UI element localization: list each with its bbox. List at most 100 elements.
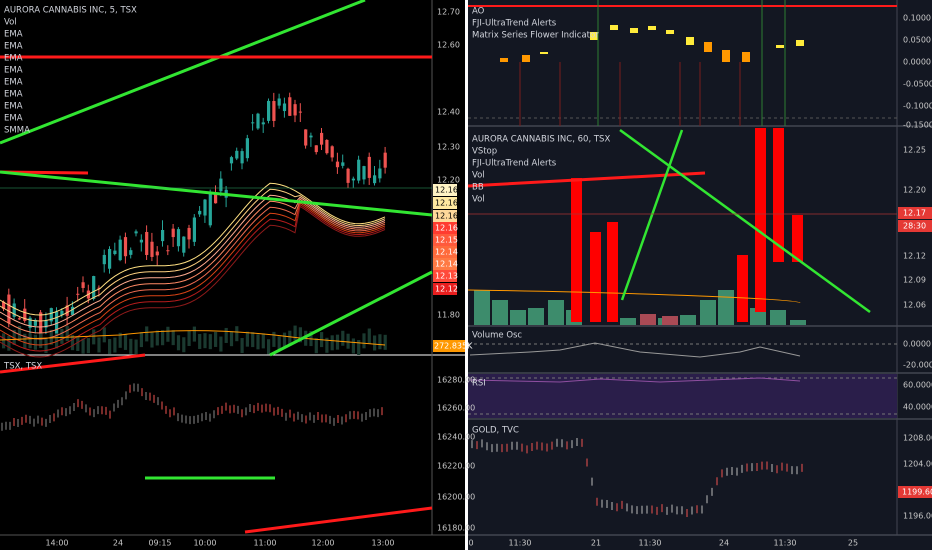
- axis-label: 12.20: [903, 186, 926, 195]
- candle: [267, 100, 271, 121]
- volume: [203, 333, 207, 349]
- axis-label: 60.0000: [903, 381, 932, 390]
- candle: [97, 287, 101, 289]
- axis-label: -20.0000: [903, 361, 932, 370]
- candle: [378, 168, 382, 179]
- ao-bar: [722, 50, 730, 62]
- legend-item: GOLD, TVC: [472, 426, 519, 436]
- candle: [571, 178, 582, 322]
- ao-bar: [776, 45, 784, 48]
- trend-line: [0, 0, 366, 145]
- volume: [7, 335, 11, 351]
- volume: [383, 334, 387, 350]
- candle: [367, 156, 371, 178]
- candle: [335, 161, 340, 168]
- volume: [367, 328, 371, 344]
- axis-label: 16180.00: [437, 524, 475, 533]
- axis-label: 16240.00: [437, 433, 475, 442]
- volume: [351, 338, 355, 354]
- volume: [92, 329, 96, 345]
- candle: [288, 97, 292, 116]
- ao-bar: [522, 55, 530, 62]
- candle: [81, 282, 85, 288]
- legend-item: EMA: [4, 66, 23, 76]
- candle: [118, 239, 122, 261]
- volume: [60, 328, 64, 344]
- volume: [65, 326, 69, 342]
- candle: [176, 229, 181, 247]
- volume: [129, 338, 133, 354]
- time-label: 25: [848, 539, 858, 548]
- axis-label: 16280.00: [437, 376, 475, 385]
- candle: [261, 122, 265, 125]
- legend-item: TSX, TSX: [3, 362, 42, 372]
- volume: [330, 335, 334, 351]
- volume: [261, 333, 265, 349]
- vol-bar: [750, 308, 766, 325]
- vol-bar: [620, 318, 636, 325]
- ao-bar: [666, 30, 674, 34]
- candle: [2, 301, 6, 309]
- axis-label: 11.80: [437, 311, 460, 320]
- axis-label: 12.20: [437, 176, 460, 185]
- volume: [256, 334, 260, 350]
- candle: [161, 229, 165, 242]
- candle: [33, 319, 37, 326]
- trend-line: [619, 128, 871, 314]
- time-label: 11:30: [638, 539, 661, 548]
- candle: [235, 150, 239, 159]
- volume: [214, 331, 218, 347]
- axis-label: 40.0000: [903, 403, 932, 412]
- candle: [108, 249, 112, 269]
- legend-item: AURORA CANNABIS INC, 5, TSX: [4, 6, 137, 16]
- candle: [256, 113, 260, 129]
- axis-label: 1196.00: [903, 512, 932, 521]
- ema-line: [0, 198, 386, 334]
- volume: [108, 339, 112, 355]
- vol-bar: [474, 290, 490, 325]
- legend-item: Matrix Series Flower Indicator: [472, 31, 599, 41]
- trend-line: [244, 506, 433, 534]
- axis-label: -0.0500: [903, 80, 932, 89]
- volume: [378, 334, 382, 350]
- legend-item: Vol: [4, 18, 17, 28]
- axis-label: 12.70: [437, 8, 460, 17]
- volume: [39, 332, 43, 348]
- price-tag: 12.16: [435, 199, 458, 208]
- ao-bar: [796, 40, 804, 46]
- price-tag: [898, 486, 932, 498]
- axis-label: -0.1000: [903, 102, 932, 111]
- ao-bar: [742, 52, 750, 62]
- volume: [182, 337, 186, 353]
- trend-line: [0, 170, 433, 217]
- candle: [755, 128, 766, 312]
- vol-bar: [770, 310, 786, 325]
- candle: [55, 311, 59, 334]
- volume: [282, 332, 287, 348]
- time-label: 11:00: [253, 539, 276, 548]
- candle: [17, 318, 22, 320]
- candle: [49, 308, 53, 322]
- candle: [198, 210, 202, 215]
- volume: [76, 335, 80, 351]
- trend-line: [269, 270, 433, 357]
- volume: [235, 326, 239, 342]
- price-tag: 12.16: [435, 224, 458, 233]
- ao-bar: [500, 58, 508, 62]
- candle: [12, 303, 16, 317]
- legend-item: EMA: [4, 30, 23, 40]
- price-tag: [433, 234, 457, 246]
- candle: [139, 239, 143, 243]
- vol-bar: [510, 310, 526, 325]
- candle: [171, 228, 175, 238]
- price-tag: [433, 258, 457, 270]
- volume: [139, 332, 143, 348]
- axis-label: 12.25: [903, 146, 926, 155]
- candle: [362, 166, 366, 180]
- time-label: 24: [113, 539, 123, 548]
- price-tag: [433, 197, 457, 209]
- axis-label: 12.30: [437, 143, 460, 152]
- candle: [39, 312, 43, 338]
- ema-line: [0, 203, 386, 352]
- candle: [251, 122, 255, 124]
